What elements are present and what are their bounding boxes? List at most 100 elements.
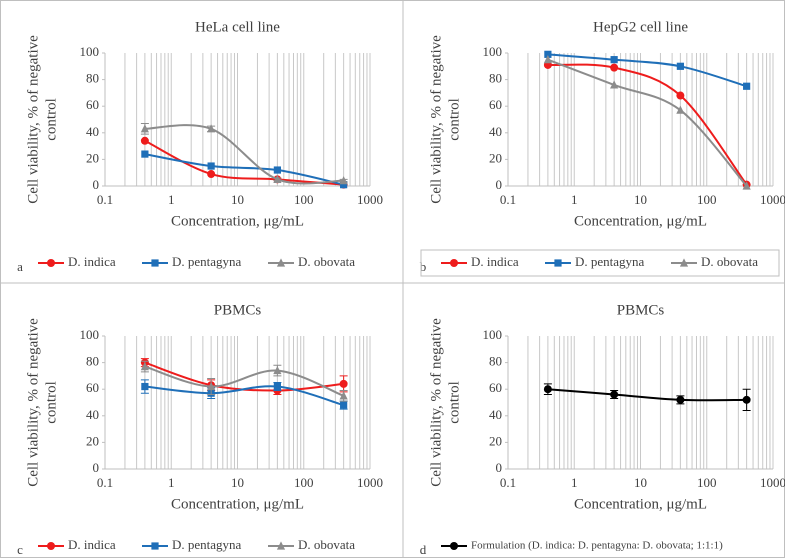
x-axis-title: Concentration, μg/mL [171, 213, 304, 229]
marker [340, 181, 348, 189]
marker [140, 124, 149, 133]
marker [450, 542, 458, 550]
marker [339, 391, 348, 400]
y-tick-label: 40 [489, 124, 502, 139]
legend-label: D. obovata [298, 254, 355, 269]
marker [742, 395, 751, 404]
x-axis-title: Concentration, μg/mL [574, 213, 707, 229]
chart-title: PBMCs [617, 302, 665, 318]
y-tick-label: 20 [86, 433, 99, 448]
x-tick-label: 10 [634, 192, 647, 207]
marker [450, 259, 458, 267]
series-line [144, 124, 344, 185]
marker [273, 382, 281, 391]
x-tick-label: 0.1 [500, 192, 516, 207]
series-line [547, 63, 748, 186]
y-tick-label: 100 [483, 44, 503, 59]
legend-label: D. obovata [298, 537, 355, 552]
legend-label: D. indica [68, 254, 116, 269]
marker [207, 162, 215, 170]
series-line [547, 58, 748, 187]
marker [679, 258, 689, 267]
x-tick-label: 1 [571, 192, 578, 207]
marker [743, 82, 751, 90]
y-tick-label: 20 [489, 433, 502, 448]
marker [207, 381, 216, 391]
marker [141, 150, 149, 158]
x-tick-label: 100 [294, 475, 314, 490]
y-axis-title: control [43, 98, 59, 141]
marker [339, 379, 348, 388]
marker [273, 365, 282, 375]
y-tick-label: 80 [86, 354, 99, 369]
y-axis-title: control [43, 381, 59, 424]
x-axis-title: Concentration, μg/mL [171, 496, 304, 512]
y-axis-title: Cell viability, % of negative [25, 35, 41, 204]
y-tick-label: 60 [86, 380, 99, 395]
x-tick-label: 0.1 [97, 475, 113, 490]
panel-label: c [17, 542, 23, 557]
series-line [547, 53, 747, 88]
y-tick-label: 20 [489, 150, 502, 165]
x-axis-title: Concentration, μg/mL [574, 496, 707, 512]
y-axis-title: Cell viability, % of negative [25, 318, 41, 487]
y-tick-label: 20 [86, 150, 99, 165]
marker [276, 541, 286, 550]
chart-title: HepG2 cell line [593, 19, 688, 35]
y-tick-label: 0 [496, 177, 503, 192]
y-tick-label: 60 [489, 380, 502, 395]
legend-box [420, 249, 780, 277]
legend-label: Formulation (D. indica: D. pentagyna: D.… [471, 540, 723, 552]
y-tick-label: 80 [489, 71, 502, 86]
y-axis-title: control [446, 381, 462, 424]
y-tick-label: 0 [93, 460, 100, 475]
marker [676, 91, 685, 100]
marker [610, 56, 618, 64]
y-tick-label: 0 [93, 177, 100, 192]
marker [151, 542, 159, 550]
y-tick-label: 40 [86, 407, 99, 422]
marker [47, 542, 55, 550]
y-tick-label: 100 [80, 327, 100, 342]
marker [273, 166, 281, 174]
series-line [144, 365, 344, 397]
series-line [144, 361, 344, 392]
marker [676, 62, 684, 70]
y-tick-label: 0 [496, 460, 503, 475]
y-tick-label: 40 [489, 407, 502, 422]
y-tick-label: 100 [80, 44, 100, 59]
legend-label: D. pentagyna [172, 537, 242, 552]
panel-label: a [17, 259, 23, 274]
y-tick-label: 80 [489, 354, 502, 369]
y-axis-title: Cell viability, % of negative [428, 318, 444, 487]
marker [676, 395, 685, 404]
chart-title: HeLa cell line [195, 19, 280, 35]
marker [151, 259, 159, 267]
x-tick-label: 1000 [357, 475, 383, 490]
marker [339, 176, 348, 185]
marker [610, 80, 619, 89]
chart-title: PBMCs [214, 302, 262, 318]
legend-label: D. pentagyna [575, 254, 645, 269]
y-tick-label: 80 [86, 71, 99, 86]
marker [340, 401, 348, 409]
series-line [144, 153, 344, 186]
marker [141, 382, 149, 391]
series-line [547, 388, 747, 402]
panel-label: b [420, 259, 427, 274]
legend-label: D. pentagyna [172, 254, 242, 269]
y-axis-title: Cell viability, % of negative [428, 35, 444, 204]
marker [273, 174, 282, 183]
legend-label: D. indica [68, 537, 116, 552]
marker [276, 258, 286, 267]
x-tick-label: 10 [634, 475, 647, 490]
x-tick-label: 10 [231, 192, 244, 207]
legend-label: D. indica [471, 254, 519, 269]
panel-label: d [420, 542, 427, 557]
x-tick-label: 1000 [357, 192, 383, 207]
x-tick-label: 1 [571, 475, 578, 490]
y-tick-label: 40 [86, 124, 99, 139]
marker [554, 259, 562, 267]
